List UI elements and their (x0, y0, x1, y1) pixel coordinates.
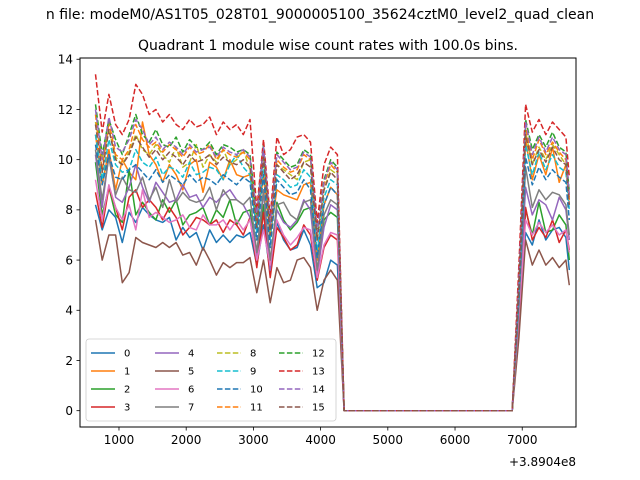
plot-frame (79, 57, 577, 428)
legend-label-15: 15 (312, 403, 325, 414)
y-tick-label: 10 (58, 153, 73, 167)
x-tick-label: 7000 (507, 433, 538, 447)
legend-label-0: 0 (124, 349, 130, 360)
y-tick-label: 2 (65, 354, 73, 368)
legend-label-5: 5 (188, 367, 194, 378)
legend-label-12: 12 (312, 349, 325, 360)
x-tick-label: 5000 (373, 433, 404, 447)
legend-label-7: 7 (188, 403, 194, 414)
x-tick-label: 2000 (171, 433, 202, 447)
x-offset-text: +3.8904e8 (509, 455, 576, 469)
legend-label-10: 10 (250, 385, 263, 396)
y-tick-label: 12 (58, 103, 73, 117)
legend-label-2: 2 (124, 385, 130, 396)
legend-label-1: 1 (124, 367, 130, 378)
x-tick-label: 1000 (104, 433, 135, 447)
series-line-15 (94, 124, 571, 412)
y-tick-label: 8 (65, 203, 73, 217)
legend-box (85, 338, 337, 422)
y-tick-label: 0 (65, 404, 73, 418)
legend-label-14: 14 (312, 385, 325, 396)
legend-label-3: 3 (124, 403, 130, 414)
y-tick-label: 4 (65, 304, 73, 318)
legend-label-9: 9 (250, 367, 256, 378)
y-tick-label: 6 (65, 253, 73, 267)
series-layer (94, 74, 571, 412)
figure-suptitle: n file: modeM0/AS1T05_028T01_9000005100_… (46, 7, 594, 23)
series-line-5 (94, 219, 571, 412)
legend-label-6: 6 (188, 385, 194, 396)
legend-label-13: 13 (312, 367, 325, 378)
x-tick-label: 3000 (238, 433, 269, 447)
legend-label-4: 4 (188, 349, 194, 360)
chart-title: Quadrant 1 module wise count rates with … (138, 38, 518, 54)
y-tick-label: 14 (58, 53, 73, 67)
legend-label-8: 8 (250, 349, 256, 360)
series-line-13 (94, 74, 571, 412)
x-tick-label: 4000 (305, 433, 336, 447)
legend-label-11: 11 (250, 403, 263, 414)
x-tick-label: 6000 (440, 433, 471, 447)
